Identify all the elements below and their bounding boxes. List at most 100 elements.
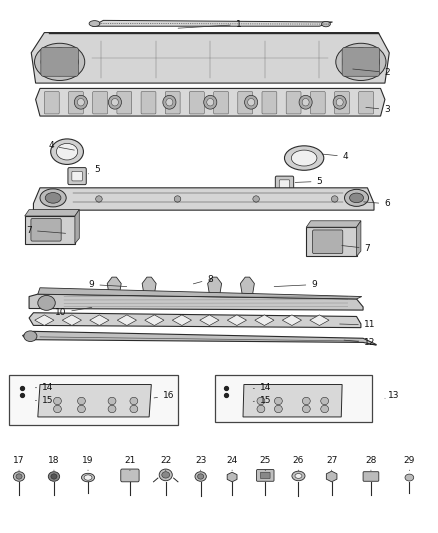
Ellipse shape xyxy=(195,472,206,481)
Ellipse shape xyxy=(81,473,95,482)
Polygon shape xyxy=(283,315,301,326)
Ellipse shape xyxy=(292,471,305,481)
FancyBboxPatch shape xyxy=(165,92,180,114)
FancyBboxPatch shape xyxy=(313,230,343,254)
Ellipse shape xyxy=(38,295,55,310)
FancyBboxPatch shape xyxy=(109,293,120,297)
Ellipse shape xyxy=(247,99,254,106)
Text: 4: 4 xyxy=(48,141,74,150)
Polygon shape xyxy=(33,188,374,210)
Polygon shape xyxy=(227,315,247,326)
Ellipse shape xyxy=(51,139,83,165)
Text: 9: 9 xyxy=(88,280,127,289)
Ellipse shape xyxy=(84,475,92,480)
Text: 27: 27 xyxy=(326,456,337,471)
Ellipse shape xyxy=(285,146,324,170)
Text: 9: 9 xyxy=(274,280,317,289)
Ellipse shape xyxy=(108,95,121,109)
Text: 5: 5 xyxy=(295,177,322,186)
FancyBboxPatch shape xyxy=(262,92,277,114)
Ellipse shape xyxy=(333,95,346,109)
Ellipse shape xyxy=(57,143,78,160)
Ellipse shape xyxy=(291,150,317,166)
Ellipse shape xyxy=(299,95,312,109)
Ellipse shape xyxy=(24,331,37,342)
Ellipse shape xyxy=(48,53,72,71)
Ellipse shape xyxy=(257,405,265,413)
Ellipse shape xyxy=(350,193,364,203)
FancyBboxPatch shape xyxy=(238,92,253,114)
FancyBboxPatch shape xyxy=(335,92,350,114)
Ellipse shape xyxy=(162,472,170,478)
FancyBboxPatch shape xyxy=(68,167,86,184)
Polygon shape xyxy=(90,315,109,326)
FancyBboxPatch shape xyxy=(72,171,82,181)
FancyBboxPatch shape xyxy=(342,47,380,76)
Text: 5: 5 xyxy=(88,165,99,174)
Polygon shape xyxy=(25,209,79,216)
Polygon shape xyxy=(35,88,385,116)
Ellipse shape xyxy=(336,99,343,106)
Ellipse shape xyxy=(321,397,328,405)
Polygon shape xyxy=(208,277,222,294)
Ellipse shape xyxy=(108,397,116,405)
Polygon shape xyxy=(255,315,274,326)
Polygon shape xyxy=(22,332,376,345)
Text: 29: 29 xyxy=(404,456,415,471)
Ellipse shape xyxy=(130,397,138,405)
FancyBboxPatch shape xyxy=(41,47,78,76)
Ellipse shape xyxy=(95,196,102,202)
FancyBboxPatch shape xyxy=(215,375,372,422)
Ellipse shape xyxy=(74,95,88,109)
Polygon shape xyxy=(31,33,389,83)
Ellipse shape xyxy=(332,196,338,202)
Ellipse shape xyxy=(53,397,61,405)
FancyBboxPatch shape xyxy=(44,92,59,114)
Ellipse shape xyxy=(253,196,259,202)
FancyBboxPatch shape xyxy=(257,470,274,481)
Text: 1: 1 xyxy=(178,20,241,29)
Ellipse shape xyxy=(174,196,181,202)
Ellipse shape xyxy=(257,397,265,405)
Text: 3: 3 xyxy=(366,105,390,114)
FancyBboxPatch shape xyxy=(209,293,220,297)
Text: 7: 7 xyxy=(342,244,370,253)
Text: 18: 18 xyxy=(48,456,60,471)
Polygon shape xyxy=(142,277,156,294)
Polygon shape xyxy=(172,315,191,326)
Polygon shape xyxy=(75,209,79,244)
Ellipse shape xyxy=(302,99,309,106)
FancyBboxPatch shape xyxy=(68,92,83,114)
FancyBboxPatch shape xyxy=(311,92,325,114)
Ellipse shape xyxy=(302,405,310,413)
Ellipse shape xyxy=(78,99,85,106)
FancyBboxPatch shape xyxy=(286,92,301,114)
Ellipse shape xyxy=(35,43,85,80)
Ellipse shape xyxy=(321,21,330,27)
Ellipse shape xyxy=(111,99,118,106)
Polygon shape xyxy=(200,315,219,326)
Ellipse shape xyxy=(343,48,379,76)
Ellipse shape xyxy=(48,472,60,481)
Text: 19: 19 xyxy=(82,456,94,471)
Polygon shape xyxy=(227,472,237,482)
Polygon shape xyxy=(62,315,81,326)
Ellipse shape xyxy=(51,474,57,479)
FancyBboxPatch shape xyxy=(276,176,293,193)
Text: 22: 22 xyxy=(160,456,171,471)
Text: 23: 23 xyxy=(195,456,206,471)
Polygon shape xyxy=(117,315,137,326)
FancyBboxPatch shape xyxy=(261,472,270,479)
FancyBboxPatch shape xyxy=(190,92,204,114)
FancyBboxPatch shape xyxy=(242,293,253,297)
Ellipse shape xyxy=(163,95,176,109)
Ellipse shape xyxy=(159,469,172,481)
Polygon shape xyxy=(326,471,337,482)
Text: 16: 16 xyxy=(154,391,174,400)
Ellipse shape xyxy=(345,189,368,206)
Ellipse shape xyxy=(130,405,138,413)
FancyBboxPatch shape xyxy=(144,293,154,297)
Ellipse shape xyxy=(405,474,414,481)
Text: 6: 6 xyxy=(364,199,390,208)
Text: 14: 14 xyxy=(253,383,272,392)
